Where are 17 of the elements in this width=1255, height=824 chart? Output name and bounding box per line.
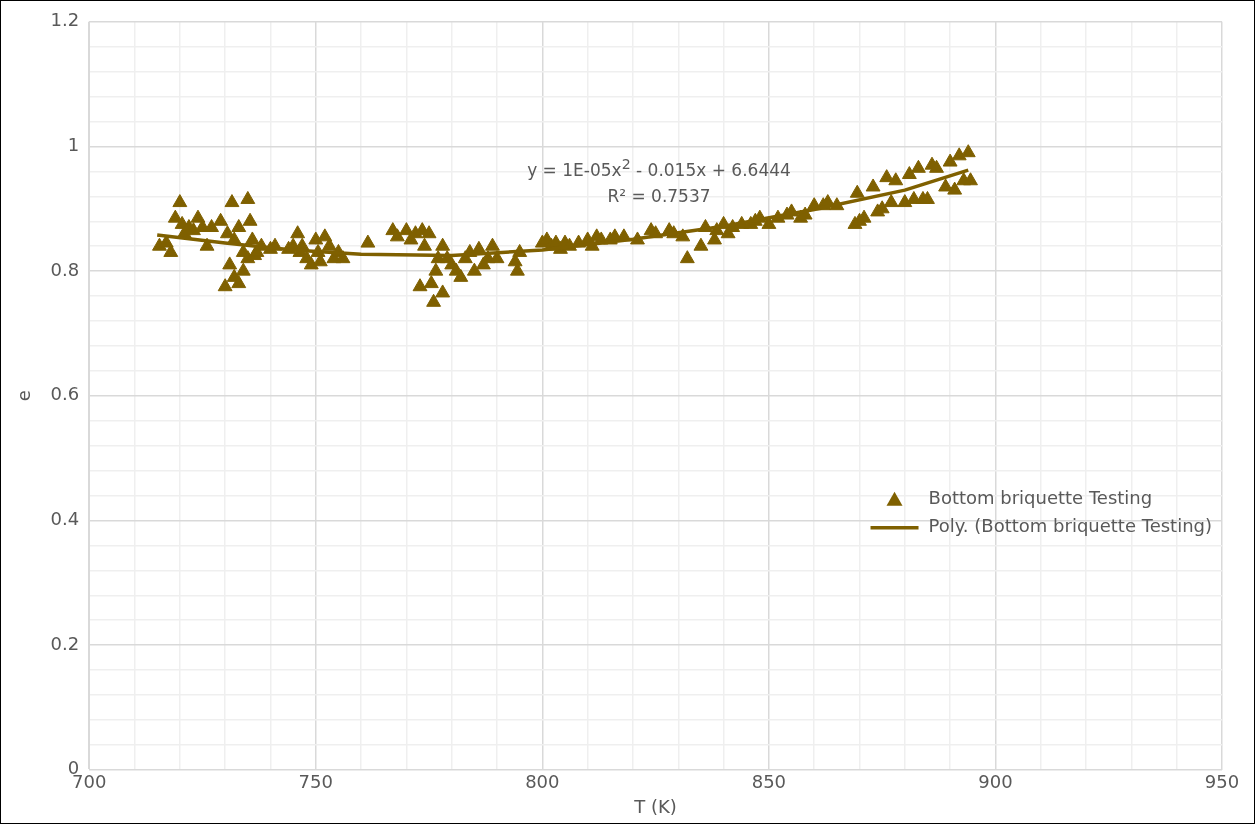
x-tick-label: 900 — [978, 771, 1013, 793]
y-tick-label: 0.8 — [50, 258, 80, 280]
y-tick-label: 0.4 — [50, 508, 80, 530]
y-tick-label: 1 — [67, 134, 80, 156]
x-axis-title: T (K) — [633, 795, 677, 817]
y-tick-label: 0.6 — [50, 383, 80, 405]
x-tick-label: 950 — [1204, 771, 1240, 793]
y-axis-title: e — [13, 390, 35, 402]
legend-label: Poly. (Bottom briquette Testing) — [928, 515, 1213, 537]
legend-label: Bottom briquette Testing — [928, 487, 1153, 509]
x-tick-label: 800 — [525, 771, 560, 793]
annotation: y = 1E-05x$^{2}$ - 0.015x + 6.6444 — [527, 156, 791, 180]
annotation: R² = 0.7537 — [606, 184, 712, 208]
y-tick-label: 0.2 — [50, 632, 80, 654]
x-tick-label: 750 — [298, 771, 333, 793]
x-tick-label: 850 — [751, 771, 787, 793]
y-tick-label: 1.2 — [50, 9, 80, 31]
